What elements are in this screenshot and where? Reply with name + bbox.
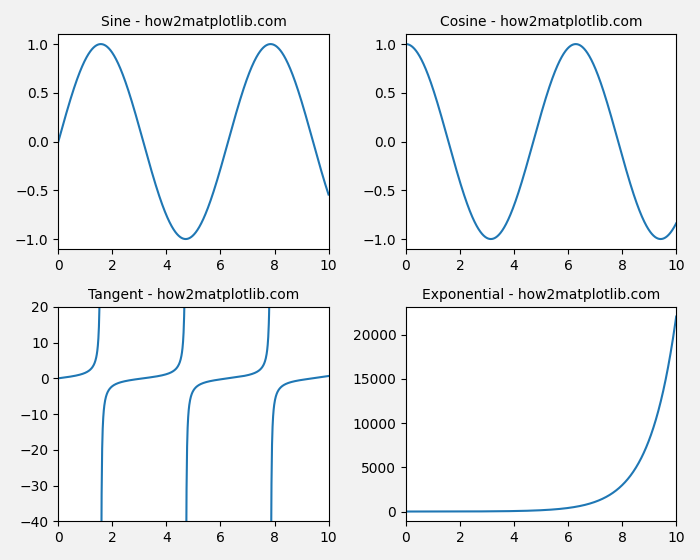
Title: Tangent - how2matplotlib.com: Tangent - how2matplotlib.com xyxy=(88,287,299,301)
Title: Cosine - how2matplotlib.com: Cosine - how2matplotlib.com xyxy=(440,15,643,29)
Title: Exponential - how2matplotlib.com: Exponential - how2matplotlib.com xyxy=(422,287,660,301)
Title: Sine - how2matplotlib.com: Sine - how2matplotlib.com xyxy=(101,15,286,29)
